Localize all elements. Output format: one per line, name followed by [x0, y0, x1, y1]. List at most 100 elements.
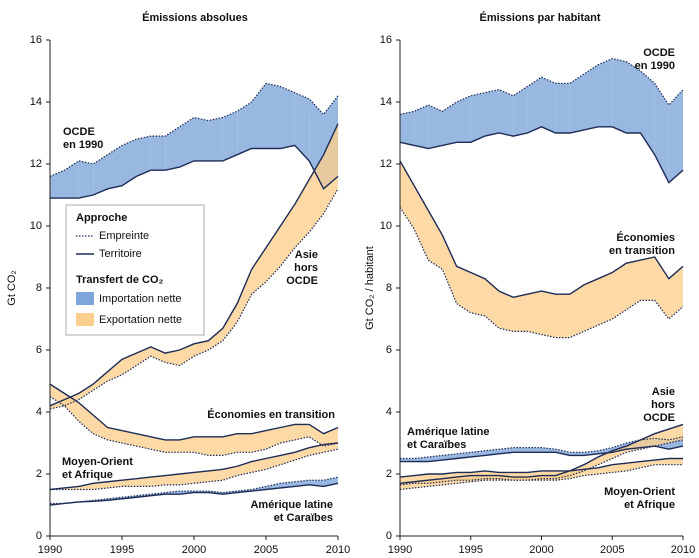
y-tick-label: 6 [386, 344, 392, 356]
territory-line [399, 423, 684, 484]
transfer-band [280, 452, 295, 465]
transfer-band [555, 449, 570, 456]
transfer-band [598, 450, 613, 465]
transfer-band [414, 456, 429, 462]
legend-label: Empreinte [99, 230, 149, 242]
transfer-band [612, 58, 627, 133]
x-tick-label: 2005 [254, 544, 278, 556]
transfer-band [208, 436, 223, 456]
transfer-band [93, 481, 108, 490]
region-label: OCDE en 1990 [635, 47, 675, 72]
transfer-band [222, 433, 238, 456]
transfer-band [194, 340, 209, 357]
transfer-band [470, 272, 485, 316]
transfer-band [150, 475, 166, 487]
footprint-line [399, 207, 684, 339]
region-label-line: hors [294, 262, 318, 274]
transfer-band [179, 343, 194, 366]
transfer-band [222, 303, 238, 341]
transfer-band [208, 117, 223, 161]
legend-label: Importation nette [99, 293, 182, 305]
transfer-band [668, 458, 683, 465]
transfer-band [569, 284, 584, 338]
y-tick-label: 10 [380, 220, 392, 232]
region-label-line: Amérique latine [250, 499, 333, 511]
transfer-band [93, 415, 108, 440]
x-tick-label: 1995 [110, 544, 134, 556]
transfer-band [400, 160, 415, 230]
transfer-band [251, 430, 266, 453]
transfer-band [484, 278, 500, 329]
transfer-band [78, 384, 94, 400]
territory-line [49, 442, 339, 491]
transfer-band [569, 469, 584, 479]
y-tick-label: 16 [380, 34, 392, 46]
transfer-band [280, 204, 295, 267]
transfer-band [470, 92, 485, 143]
region-label-line: OCDE [643, 47, 675, 59]
territory-line [49, 123, 339, 407]
region-label-line: en transition [609, 245, 675, 257]
transfer-band [136, 477, 151, 487]
transfer-band [442, 102, 457, 146]
transfer-band [107, 480, 122, 488]
transfer-band [50, 384, 65, 406]
y-tick-label: 16 [30, 34, 42, 46]
transfer-band [222, 111, 238, 161]
transfer-band [309, 424, 324, 447]
transfer-band [428, 474, 443, 487]
transfer-band [654, 429, 669, 447]
transfer-band [400, 458, 415, 462]
y-tick-label: 12 [380, 158, 392, 170]
transfer-band [165, 474, 180, 485]
y-axis-label: Gt CO₂ [6, 270, 18, 305]
legend-label: Territoire [99, 248, 142, 260]
y-tick-label: 4 [36, 406, 42, 418]
transfer-band [150, 136, 166, 171]
footprint-line [50, 476, 339, 505]
legend-swatch [76, 292, 94, 305]
transfer-band [150, 436, 166, 453]
region-label-line: OCDE [643, 412, 675, 424]
region-label-line: Économies [616, 231, 675, 244]
transfer-band [165, 439, 180, 453]
footprint-line [400, 436, 684, 460]
transfer-band [428, 105, 443, 149]
x-tick-label: 2005 [600, 544, 624, 556]
x-tick-label: 1995 [459, 544, 483, 556]
y-tick-label: 0 [386, 530, 392, 542]
transfer-band [50, 170, 65, 199]
transfer-band [428, 210, 443, 270]
transfer-band [194, 470, 209, 484]
transfer-band [668, 89, 683, 183]
transfer-band [640, 71, 655, 155]
transfer-band [280, 424, 295, 443]
transfer-band [107, 145, 122, 189]
territory-line [400, 445, 684, 463]
region-label-line: Moyen-Orient [604, 486, 675, 498]
footprint-line [399, 464, 683, 491]
transfer-band [251, 83, 266, 149]
transfer-band [527, 447, 542, 453]
y-tick-label: 2 [386, 468, 392, 480]
region-label-line: OCDE [63, 126, 95, 138]
region-label-line: Asie [295, 249, 318, 261]
y-tick-label: 8 [36, 282, 42, 294]
transfer-band [179, 117, 194, 168]
y-tick-label: 14 [380, 96, 392, 108]
legend-label: Exportation nette [99, 314, 182, 326]
transfer-band [555, 294, 570, 338]
region-label-line: Asie [652, 386, 675, 398]
region-label-line: Moyen-Orient [62, 456, 133, 468]
region-label: Moyen-Orient et Afrique [62, 456, 133, 481]
transfer-band [323, 427, 338, 447]
transfer-band [626, 260, 641, 310]
transfer-band [323, 477, 338, 487]
region-label-line: et Caraïbes [274, 512, 333, 524]
transfer-band [541, 77, 556, 133]
transfer-band [527, 77, 542, 133]
region-label: Amérique latine et Caraïbes [407, 426, 490, 451]
transfer-band [598, 272, 613, 326]
region-label: OCDE en 1990 [63, 126, 103, 151]
